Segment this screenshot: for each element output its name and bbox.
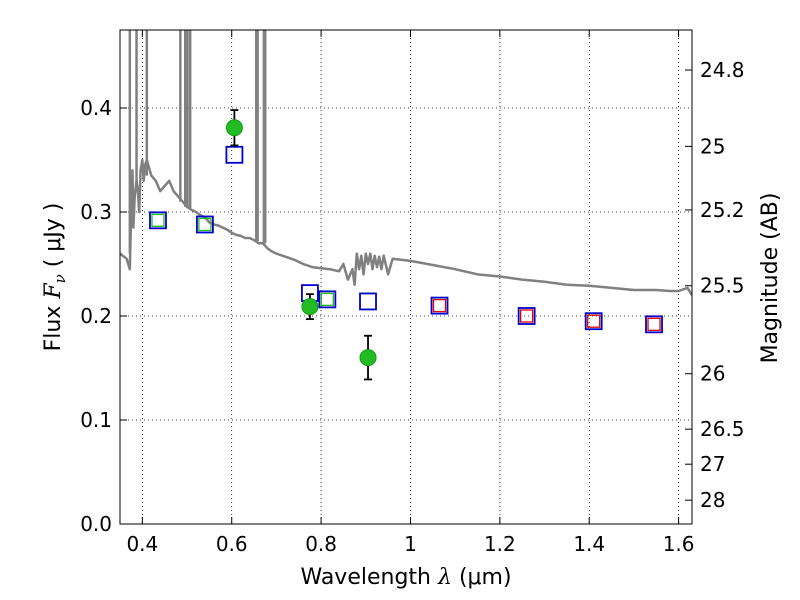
y-tick-label: 0.1 xyxy=(80,408,112,432)
model-photometry-red-marker xyxy=(432,298,447,313)
model-photometry-blue-marker xyxy=(645,315,663,334)
y-tick-label: 0.3 xyxy=(80,200,112,224)
model-photometry-blue-marker xyxy=(517,307,536,325)
measured-point xyxy=(225,119,243,137)
y-tick-label: 0.4 xyxy=(80,96,112,120)
mag-axis-ticks: 24.8 25 25.2 25.5 26 26.5 27 28 xyxy=(685,58,745,512)
x-axis-ticks: 0.4 0.6 0.8 1 1.2 1.4 1.6 xyxy=(126,30,695,556)
model-photometry-blue-marker xyxy=(318,290,337,309)
mag-tick-label: 25 xyxy=(700,134,725,158)
mag-tick-label: 25.2 xyxy=(700,198,745,222)
model-photometry-blue-marker xyxy=(430,296,449,315)
model-photometry-blue-marker xyxy=(584,312,603,331)
grid-lines xyxy=(120,30,692,524)
spectrum-line xyxy=(120,158,692,296)
y-tick-label: 0.0 xyxy=(80,512,112,536)
mag-tick-label: 26 xyxy=(700,362,725,386)
x-tick-label: 0.4 xyxy=(126,532,158,556)
model-photometry-blue-marker xyxy=(149,211,167,230)
x-tick-label: 1 xyxy=(404,532,417,556)
x-tick-label: 1.6 xyxy=(663,532,695,556)
mag-tick-label: 26.5 xyxy=(700,417,745,441)
model-photometry-blue-marker xyxy=(196,215,214,234)
x-tick-label: 1.2 xyxy=(484,532,516,556)
y-axis-ticks: 0.0 0.1 0.2 0.3 0.4 xyxy=(80,96,127,536)
plot-frame xyxy=(119,29,693,525)
y-tick-label: 0.2 xyxy=(80,304,112,328)
measured-point xyxy=(359,349,377,367)
spectrum-layer xyxy=(120,30,692,296)
x-axis-label: Wavelength λ (μm) xyxy=(300,565,511,590)
model-photometry-green-marker xyxy=(151,213,165,227)
model-photometry-blue-marker xyxy=(359,292,377,311)
markers-layer xyxy=(149,109,663,381)
secondary-y-axis-label: Magnitude (AB) xyxy=(758,193,783,364)
model-photometry-red-marker xyxy=(587,314,601,328)
measured-point xyxy=(301,298,319,316)
mag-tick-label: 27 xyxy=(700,452,725,476)
model-photometry-red-marker xyxy=(520,309,534,323)
mag-tick-label: 25.5 xyxy=(700,274,745,298)
y-axis-label: Flux Fν ( μJy ) xyxy=(41,203,69,352)
mag-tick-label: 24.8 xyxy=(700,58,745,82)
model-photometry-red-marker xyxy=(647,317,661,331)
model-photometry-green-marker xyxy=(320,292,335,307)
x-tick-label: 1.4 xyxy=(573,532,605,556)
model-photometry-blue-marker xyxy=(225,145,244,164)
x-tick-label: 0.8 xyxy=(305,532,337,556)
mag-tick-label: 28 xyxy=(700,488,725,512)
x-tick-label: 0.6 xyxy=(216,532,248,556)
model-photometry-green-marker xyxy=(198,217,212,232)
